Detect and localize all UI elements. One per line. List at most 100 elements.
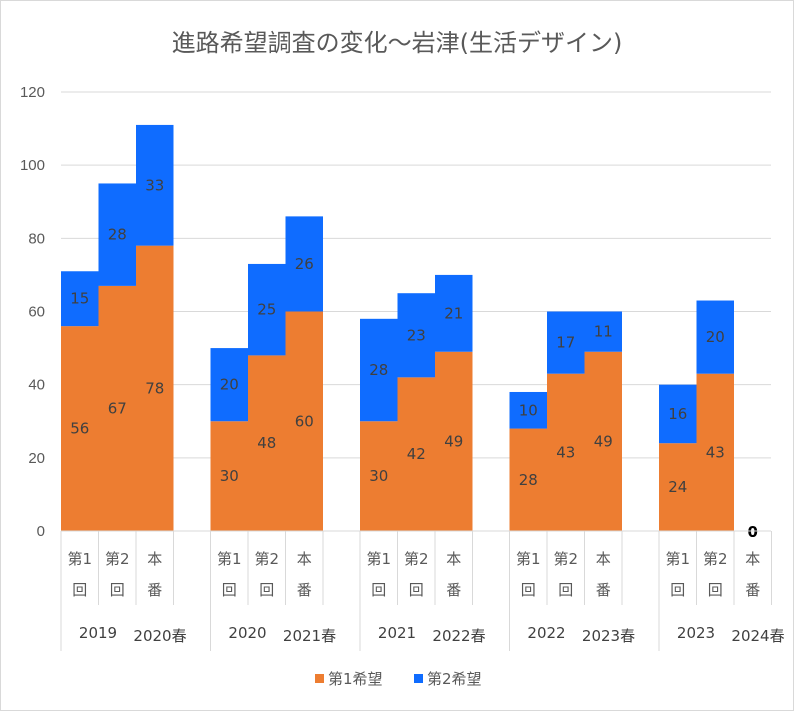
category-label-line1: 第2 bbox=[703, 550, 728, 568]
legend: 第1希望 第2希望 bbox=[315, 670, 482, 688]
bar-segment-second-choice bbox=[509, 391, 547, 429]
bar-segment-second-choice bbox=[696, 300, 734, 374]
legend-label: 第2希望 bbox=[427, 670, 482, 688]
bar-segment-second-choice bbox=[659, 384, 697, 444]
group-label-spring: 2020春 bbox=[133, 627, 186, 645]
category-label-line1: 本 bbox=[297, 550, 312, 568]
y-tick-label: 80 bbox=[28, 230, 45, 247]
category-label-line1: 第1 bbox=[217, 550, 242, 568]
data-label: 23 bbox=[407, 326, 426, 344]
legend-swatch bbox=[414, 674, 423, 683]
data-label: 20 bbox=[220, 376, 239, 394]
category-label-line2: 番 bbox=[596, 581, 611, 599]
data-label: 24 bbox=[668, 478, 687, 496]
y-tick-label: 0 bbox=[37, 523, 45, 540]
group-label-spring: 2023春 bbox=[582, 627, 635, 645]
bar-segment-second-choice bbox=[360, 318, 398, 422]
bar-segment-first-choice bbox=[210, 421, 248, 531]
category-label-line2: 回 bbox=[558, 581, 573, 599]
group-label-year: 2023 bbox=[677, 624, 715, 642]
group-label-year: 2020 bbox=[228, 624, 266, 642]
bar-segment-second-choice bbox=[435, 274, 473, 352]
category-label-line1: 第2 bbox=[254, 550, 279, 568]
category-label-line2: 回 bbox=[409, 581, 424, 599]
group-label-spring: 2024春 bbox=[731, 627, 784, 645]
chart-title: 進路希望調査の変化～岩津(生活デザイン) bbox=[172, 29, 623, 57]
data-label: 43 bbox=[706, 443, 725, 461]
category-label-line2: 回 bbox=[521, 581, 536, 599]
data-label: 11 bbox=[594, 323, 613, 341]
bar-segment-first-choice bbox=[509, 428, 547, 531]
data-label: 20 bbox=[706, 328, 725, 346]
bar-segment-second-choice bbox=[210, 348, 248, 422]
legend-swatch bbox=[315, 674, 324, 683]
bar-segment-first-choice bbox=[98, 285, 136, 531]
bar-segment-second-choice bbox=[61, 271, 99, 327]
y-tick-label: 100 bbox=[20, 157, 45, 174]
category-label-line1: 本 bbox=[147, 550, 162, 568]
data-label: 16 bbox=[668, 405, 687, 423]
data-label: 42 bbox=[407, 445, 426, 463]
data-label: 56 bbox=[70, 420, 89, 438]
data-label: 28 bbox=[519, 471, 538, 489]
bar-segment-second-choice bbox=[285, 216, 323, 312]
category-label-line1: 本 bbox=[745, 550, 760, 568]
group-label-year: 2019 bbox=[79, 624, 117, 642]
category-label-line1: 本 bbox=[596, 550, 611, 568]
y-tick-label: 120 bbox=[20, 84, 45, 101]
category-label-line1: 第2 bbox=[553, 550, 578, 568]
data-label: 48 bbox=[257, 434, 276, 452]
data-label: 49 bbox=[594, 432, 613, 450]
category-label-line2: 回 bbox=[371, 581, 386, 599]
category-label-line1: 第1 bbox=[67, 550, 92, 568]
data-label: 25 bbox=[257, 301, 276, 319]
category-label-line1: 第2 bbox=[404, 550, 429, 568]
data-label: 49 bbox=[444, 432, 463, 450]
data-label: 28 bbox=[108, 226, 127, 244]
category-label-line1: 第1 bbox=[665, 550, 690, 568]
data-label-zero: 0 bbox=[748, 523, 758, 541]
category-label-line2: 番 bbox=[147, 581, 162, 599]
category-label-line1: 第2 bbox=[105, 550, 130, 568]
y-axis-ticks: 0 20 40 60 80 100 120 bbox=[20, 84, 45, 540]
category-label-line2: 番 bbox=[446, 581, 461, 599]
data-label: 15 bbox=[70, 290, 89, 308]
y-tick-label: 40 bbox=[28, 377, 45, 394]
group-label-year: 2021 bbox=[378, 624, 416, 642]
data-label: 21 bbox=[444, 304, 463, 322]
bar-segment-first-choice bbox=[285, 311, 323, 531]
y-tick-label: 60 bbox=[28, 304, 45, 321]
data-label: 10 bbox=[519, 401, 538, 419]
data-label: 78 bbox=[145, 379, 164, 397]
bar-segment-first-choice bbox=[397, 377, 435, 531]
category-label-line1: 第1 bbox=[516, 550, 541, 568]
category-label-line2: 回 bbox=[708, 581, 723, 599]
group-label-spring: 2022春 bbox=[432, 627, 485, 645]
category-label-line2: 回 bbox=[222, 581, 237, 599]
group-label-year: 2022 bbox=[527, 624, 565, 642]
bar-segment-first-choice bbox=[584, 351, 622, 531]
data-label: 30 bbox=[220, 467, 239, 485]
bars bbox=[61, 124, 734, 531]
bar-segment-second-choice bbox=[98, 183, 136, 286]
bar-segment-first-choice bbox=[435, 351, 473, 531]
data-label: 28 bbox=[369, 361, 388, 379]
category-label-line2: 回 bbox=[110, 581, 125, 599]
data-label: 17 bbox=[556, 334, 575, 352]
data-label: 60 bbox=[295, 412, 314, 430]
bar-segment-second-choice bbox=[248, 263, 286, 356]
category-label-line2: 回 bbox=[259, 581, 274, 599]
category-label-line2: 回 bbox=[670, 581, 685, 599]
bar-segment-second-choice bbox=[136, 124, 174, 246]
data-label: 30 bbox=[369, 467, 388, 485]
bar-segment-second-choice bbox=[584, 311, 622, 352]
bar-segment-first-choice bbox=[360, 421, 398, 531]
category-label-line2: 番 bbox=[745, 581, 760, 599]
data-label: 26 bbox=[295, 255, 314, 273]
category-label-line1: 第1 bbox=[366, 550, 391, 568]
y-tick-label: 20 bbox=[28, 450, 45, 467]
bar-segment-first-choice bbox=[696, 373, 734, 531]
data-label: 67 bbox=[108, 399, 127, 417]
